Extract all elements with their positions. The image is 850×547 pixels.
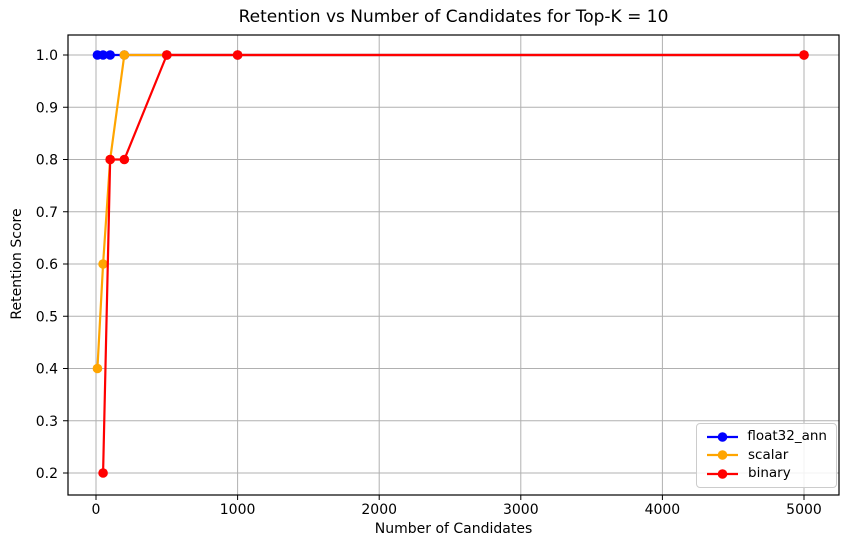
legend-entry-binary: binary xyxy=(706,467,827,481)
legend-line-sample xyxy=(707,450,738,461)
y-tick-label: 1.0 xyxy=(36,48,58,64)
legend-label: scalar xyxy=(748,446,789,463)
y-tick-label: 0.3 xyxy=(36,414,58,430)
legend: float32_ann scalar binary xyxy=(696,423,837,488)
data-point-binary xyxy=(119,154,130,165)
y-tick-label: 0.2 xyxy=(36,466,58,482)
data-point-binary xyxy=(162,50,172,60)
legend-line-sample xyxy=(707,469,738,479)
legend-label: float32_ann xyxy=(747,428,827,445)
data-point-float32_ann xyxy=(98,50,108,60)
x-tick-label: 1000 xyxy=(220,502,256,518)
x-tick-label: 5000 xyxy=(786,502,822,518)
y-axis-label: Retention Score xyxy=(9,208,25,320)
x-tick-label: 4000 xyxy=(645,502,681,518)
x-axis-label: Number of Candidates xyxy=(374,521,533,537)
y-tick-label: 0.8 xyxy=(36,153,58,169)
data-point-scalar xyxy=(98,259,108,269)
data-point-binary xyxy=(98,468,108,478)
x-tick-label: 2000 xyxy=(361,502,397,518)
x-tick-label: 3000 xyxy=(503,502,539,518)
axes-spines xyxy=(67,34,840,496)
x-tick-label: 0 xyxy=(92,502,101,518)
data-point-scalar xyxy=(92,363,103,374)
legend-line-sample xyxy=(707,432,738,442)
data-point-binary xyxy=(799,50,809,60)
legend-label: binary xyxy=(748,465,791,482)
legend-entry-scalar: scalar xyxy=(706,446,827,463)
series-line-binary xyxy=(101,53,804,474)
chart-title: Retention vs Number of Candidates for To… xyxy=(238,7,669,27)
y-tick-label: 0.7 xyxy=(36,205,58,221)
y-tick-label: 0.6 xyxy=(36,257,58,273)
data-point-binary xyxy=(105,154,115,165)
data-point-scalar xyxy=(119,50,130,60)
y-tick-label: 0.9 xyxy=(36,100,58,116)
legend-entry-float32_ann: float32_ann xyxy=(706,430,827,444)
y-tick-label: 0.4 xyxy=(36,362,58,378)
data-point-binary xyxy=(232,50,243,60)
data-point-float32_ann xyxy=(105,50,115,60)
y-tick-label: 0.5 xyxy=(36,309,58,325)
